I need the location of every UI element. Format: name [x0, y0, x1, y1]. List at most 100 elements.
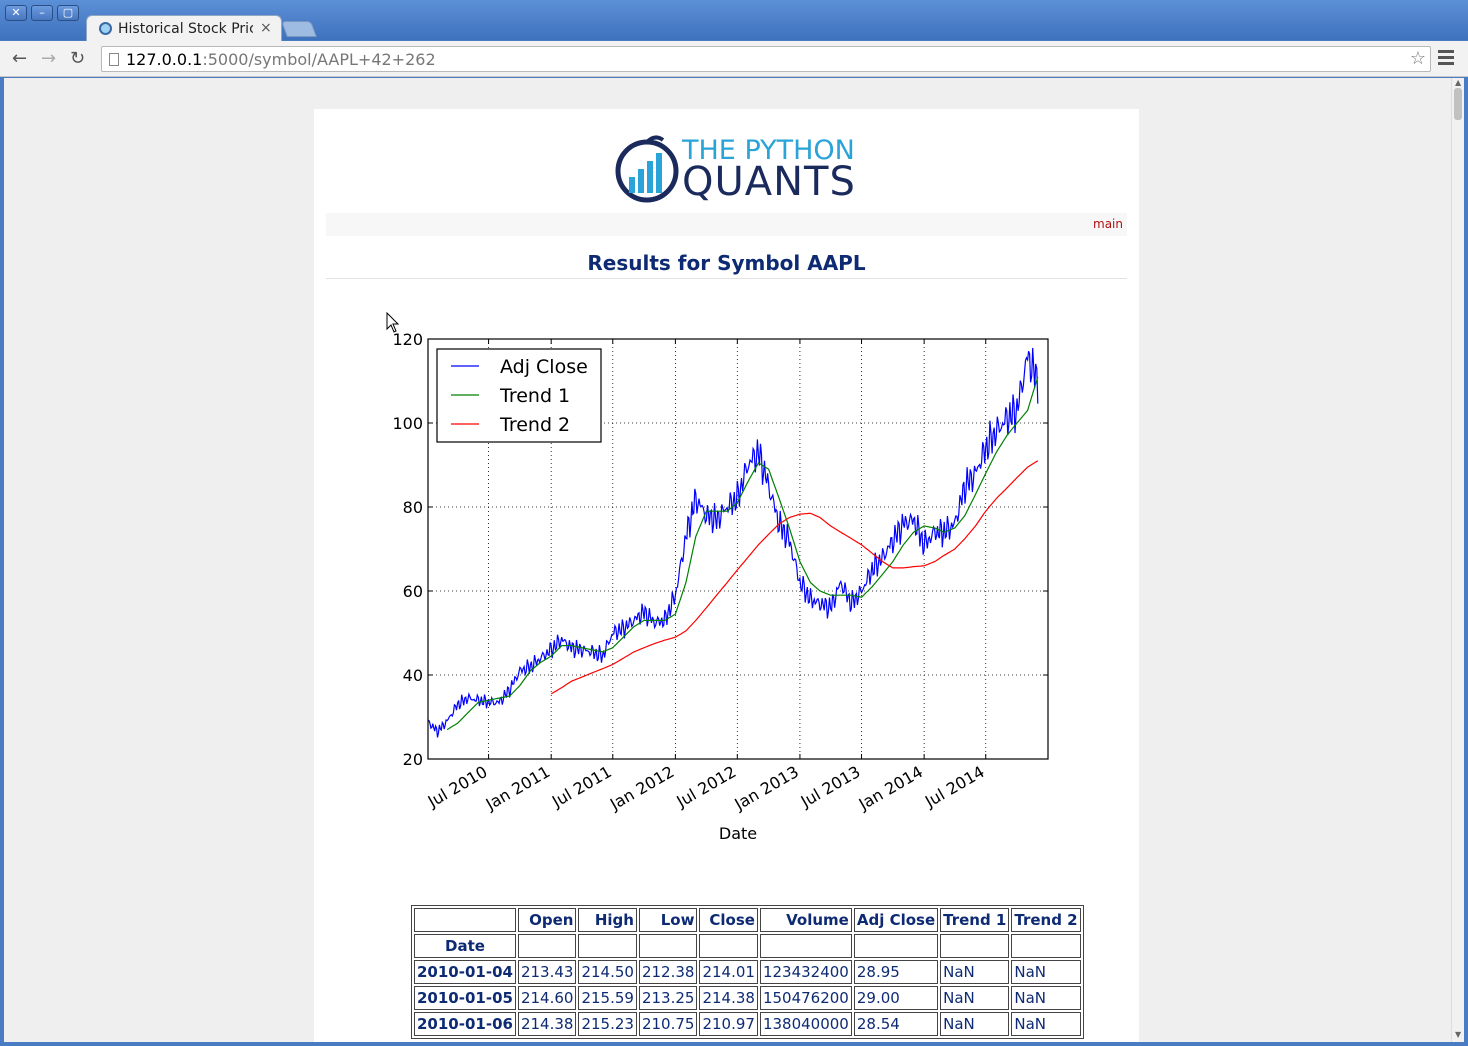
- close-window-button[interactable]: ✕: [5, 5, 27, 21]
- page-icon: [109, 53, 119, 66]
- column-header-open: Open: [517, 908, 577, 932]
- x-tick-label: Jan 2011: [482, 762, 553, 814]
- table-cell: 215.59: [578, 986, 637, 1010]
- y-tick-label: 100: [392, 414, 423, 433]
- legend-entry: Trend 2: [499, 414, 570, 436]
- main-link[interactable]: main: [1093, 217, 1123, 231]
- table-cell: 210.75: [638, 1012, 698, 1036]
- table-cell: 28.54: [853, 1012, 939, 1036]
- index-header-empty: [853, 934, 939, 958]
- logo-emblem-icon: [615, 135, 679, 203]
- table-cell: 214.60: [517, 986, 577, 1010]
- table-cell: NaN: [1011, 1012, 1081, 1036]
- bookmark-star-icon[interactable]: ☆: [1409, 48, 1426, 69]
- table-cell: 210.97: [699, 1012, 758, 1036]
- vertical-scrollbar[interactable]: ▲ ▼: [1451, 78, 1464, 1042]
- column-header-trend-1: Trend 1: [940, 908, 1010, 932]
- table-cell: 214.38: [699, 986, 758, 1010]
- index-header-empty: [517, 934, 577, 958]
- scroll-up-icon[interactable]: ▲: [1455, 78, 1462, 87]
- x-tick-label: Jul 2013: [797, 762, 864, 812]
- address-bar[interactable]: 127.0.0.1:5000/symbol/AAPL+42+262 ☆: [101, 46, 1431, 72]
- nav-strip: main: [326, 213, 1127, 236]
- table-cell: 138040000: [759, 1012, 852, 1036]
- page-title: Results for Symbol AAPL: [587, 251, 866, 275]
- row-date-cell: 2010-01-05: [414, 986, 516, 1010]
- index-header-empty: [578, 934, 637, 958]
- page-content: THE PYTHON QUANTS main Results for Symbo…: [314, 109, 1139, 1042]
- table-cell: 28.95: [853, 960, 939, 984]
- menu-icon[interactable]: [1438, 50, 1454, 68]
- mouse-cursor-icon: [386, 312, 400, 333]
- table-cell: NaN: [940, 986, 1010, 1010]
- url-text[interactable]: 127.0.0.1:5000/symbol/AAPL+42+262: [126, 50, 436, 69]
- reload-icon[interactable]: ↻: [70, 48, 86, 69]
- series-line-adj-close: [427, 347, 1039, 738]
- x-tick-label: Jan 2012: [606, 762, 677, 814]
- index-header-date: Date: [414, 934, 516, 958]
- data-table: Open High Low Close Volume Adj Close Trend 1 Tr…: [411, 905, 1084, 1039]
- tab-close-icon[interactable]: ×: [260, 20, 272, 36]
- favicon-icon: [99, 22, 112, 35]
- table-header-row: Open High Low Close Volume Adj Close Trend 1 Tr…: [414, 908, 1081, 932]
- table-cell: 123432400: [759, 960, 852, 984]
- title-bar: ✕ – ▢ Historical Stock Pric ×: [0, 0, 1468, 42]
- column-header-low: Low: [638, 908, 698, 932]
- table-cell: 214.50: [578, 960, 637, 984]
- y-tick-label: 20: [403, 750, 423, 769]
- plot-frame: [427, 338, 1049, 760]
- column-header-adj-close: Adj Close: [853, 908, 939, 932]
- x-tick-label: Jul 2012: [673, 762, 740, 812]
- table-cell: 215.23: [578, 1012, 637, 1036]
- series-line-trend-2: [550, 460, 1039, 695]
- page-viewport: THE PYTHON QUANTS main Results for Symbo…: [4, 78, 1464, 1042]
- maximize-window-button[interactable]: ▢: [57, 5, 79, 21]
- table-corner-header: [414, 908, 516, 932]
- column-header-volume: Volume: [759, 908, 852, 932]
- url-host: 127.0.0.1: [126, 50, 203, 69]
- python-quants-logo: THE PYTHON QUANTS: [612, 131, 855, 205]
- tab-title: Historical Stock Pric: [118, 21, 253, 37]
- legend-entry: Trend 1: [499, 385, 570, 407]
- forward-arrow-icon[interactable]: →: [41, 48, 57, 69]
- table-cell: 150476200: [759, 986, 852, 1010]
- column-header-trend-2: Trend 2: [1011, 908, 1081, 932]
- table-cell: 213.25: [638, 986, 698, 1010]
- table-cell: NaN: [940, 960, 1010, 984]
- tab-historical-stock-prices[interactable]: Historical Stock Pric ×: [86, 15, 282, 42]
- x-tick-label: Jul 2010: [424, 762, 491, 812]
- y-tick-label: 40: [403, 666, 423, 685]
- x-axis-label: Date: [719, 824, 757, 843]
- column-header-close: Close: [699, 908, 758, 932]
- table-cell: NaN: [940, 1012, 1010, 1036]
- table-cell: 29.00: [853, 986, 939, 1010]
- table-cell: 213.43: [517, 960, 577, 984]
- x-tick-label: Jul 2011: [548, 762, 615, 812]
- index-header-empty: [638, 934, 698, 958]
- minimize-window-button[interactable]: –: [31, 5, 53, 21]
- row-date-cell: 2010-01-06: [414, 1012, 516, 1036]
- new-tab-button[interactable]: [281, 21, 317, 37]
- back-arrow-icon[interactable]: ←: [12, 48, 28, 69]
- url-path: :5000/symbol/AAPL+42+262: [202, 50, 436, 69]
- column-header-high: High: [578, 908, 637, 932]
- index-header-empty: [759, 934, 852, 958]
- scroll-down-icon[interactable]: ▼: [1455, 1030, 1462, 1039]
- table-cell: 212.38: [638, 960, 698, 984]
- logo-text-line1: THE PYTHON: [682, 135, 855, 166]
- series-line-trend-1: [446, 376, 1039, 731]
- y-tick-label: 80: [403, 498, 423, 517]
- table-row: 2010-01-04 213.43 214.50 212.38 214.01 123432…: [414, 960, 1081, 984]
- index-header-empty: [699, 934, 758, 958]
- table-row: 2010-01-05 214.60 215.59 213.25 214.38 150476…: [414, 986, 1081, 1010]
- table-index-row: Date: [414, 934, 1081, 958]
- y-tick-label: 120: [392, 331, 423, 349]
- index-header-empty: [940, 934, 1010, 958]
- x-tick-label: Jan 2013: [731, 762, 802, 814]
- table-cell: 214.38: [517, 1012, 577, 1036]
- logo-text-line2: QUANTS: [682, 159, 856, 205]
- browser-toolbar: ← → ↻ 127.0.0.1:5000/symbol/AAPL+42+262 …: [0, 41, 1468, 77]
- title-divider: [326, 278, 1127, 279]
- scroll-thumb[interactable]: [1454, 88, 1462, 120]
